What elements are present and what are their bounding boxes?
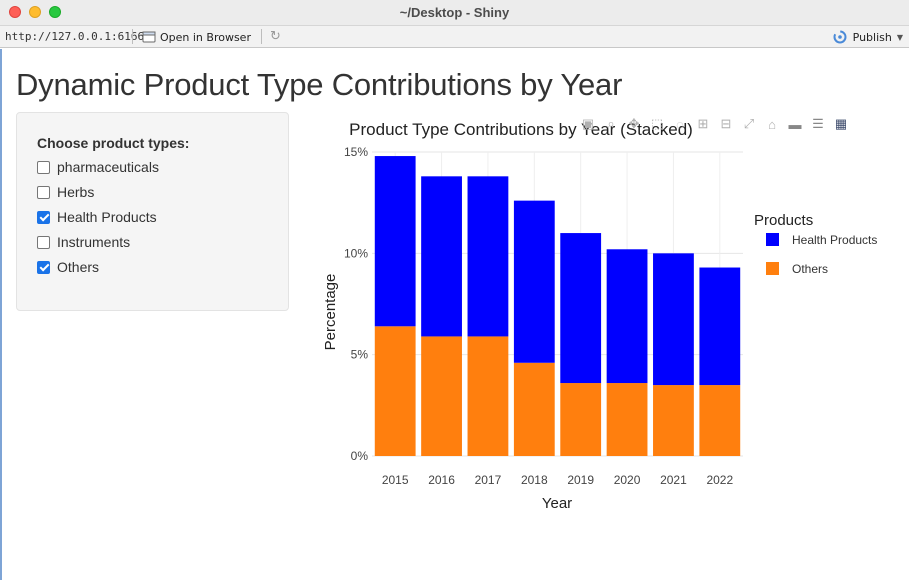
bar-others-2020[interactable]	[606, 383, 648, 456]
x-tick-label: 2018	[521, 473, 548, 487]
chevron-down-icon: ▼	[896, 32, 903, 42]
shiny-app-page: Dynamic Product Type Contributions by Ye…	[0, 49, 909, 580]
lasso-icon[interactable]: ◌	[676, 116, 684, 132]
publish-button[interactable]: Publish ▼	[832, 29, 903, 45]
x-axis-ticks: 2015 2016 2017 2018 2019 2020 2021 2022	[382, 473, 734, 487]
toolbar-divider	[261, 29, 262, 44]
bar-others-2015[interactable]	[374, 326, 416, 456]
bar-health-products-2017[interactable]	[467, 176, 509, 337]
viewer-toolbar: http://127.0.0.1:6166 Open in Browser ↻ …	[0, 26, 909, 48]
url-text[interactable]: http://127.0.0.1:6166	[5, 30, 145, 43]
bar-others-2018[interactable]	[513, 362, 555, 456]
bar-health-products-2015[interactable]	[374, 156, 416, 327]
bar-health-products-2020[interactable]	[606, 249, 648, 384]
x-tick-label: 2021	[660, 473, 687, 487]
x-axis-label: Year	[542, 495, 572, 512]
y-tick-label: 0%	[351, 449, 369, 463]
y-tick-label: 15%	[344, 145, 368, 159]
bar-others-2021[interactable]	[653, 385, 694, 456]
camera-icon[interactable]: ▣	[581, 116, 595, 131]
bar-health-products-2022[interactable]	[699, 267, 741, 386]
refresh-icon[interactable]: ↻	[270, 29, 281, 44]
bar-others-2017[interactable]	[467, 336, 509, 456]
x-tick-label: 2022	[706, 473, 733, 487]
bar-others-2022[interactable]	[699, 385, 741, 456]
checkbox[interactable]	[37, 260, 50, 274]
open-in-browser-label: Open in Browser	[160, 30, 251, 44]
legend-title: Products	[754, 212, 813, 229]
option-label: Instruments	[57, 234, 131, 250]
y-axis-ticks: 0% 5% 10% 15%	[344, 145, 368, 463]
checkbox[interactable]	[37, 210, 50, 224]
bar-health-products-2016[interactable]	[421, 176, 462, 337]
option-label: Health Products	[57, 209, 157, 225]
checkbox[interactable]	[37, 160, 50, 174]
zoom-out-icon[interactable]: ⊟	[720, 116, 732, 131]
option-label: Others	[57, 259, 100, 275]
page-title: Dynamic Product Type Contributions by Ye…	[16, 67, 623, 102]
checkbox[interactable]	[37, 185, 50, 199]
autoscale-icon[interactable]: ⤢	[743, 116, 755, 131]
y-tick-label: 5%	[351, 348, 369, 362]
bar-health-products-2019[interactable]	[560, 233, 602, 384]
product-types-label: Choose product types:	[37, 135, 190, 151]
legend-label[interactable]: Others	[792, 262, 828, 276]
legend-swatch-health-products[interactable]	[766, 233, 779, 246]
spike-lines-icon[interactable]: ▬	[788, 116, 802, 132]
option-herbs[interactable]: Herbs	[37, 184, 94, 200]
browser-window-icon	[142, 31, 156, 43]
legend-swatch-others[interactable]	[766, 262, 779, 275]
bar-health-products-2018[interactable]	[513, 200, 555, 363]
zoom-icon[interactable]: ⌕	[607, 116, 615, 131]
bar-health-products-2021[interactable]	[653, 253, 694, 386]
x-tick-label: 2015	[382, 473, 409, 487]
x-tick-label: 2020	[614, 473, 641, 487]
reset-axes-icon[interactable]: ⌂	[768, 116, 776, 132]
stacked-bar-chart: Product Type Contributions by Year (Stac…	[322, 120, 877, 512]
bar-others-2019[interactable]	[560, 383, 602, 456]
option-label: pharmaceuticals	[57, 159, 159, 175]
window-title: ~/Desktop - Shiny	[399, 5, 510, 20]
chart-bars	[374, 156, 741, 456]
bar-others-2016[interactable]	[421, 336, 462, 456]
zoom-in-icon[interactable]: ⊞	[697, 116, 709, 131]
y-tick-label: 10%	[344, 246, 368, 260]
legend-label[interactable]: Health Products	[792, 233, 877, 247]
publish-label: Publish	[852, 30, 892, 44]
compare-hover-icon[interactable]: ☰	[812, 116, 824, 131]
open-in-browser-button[interactable]: Open in Browser	[142, 29, 251, 45]
checkbox[interactable]	[37, 235, 50, 249]
plot-modebar: ▣ ⌕ ✥ ⬚ ◌ ⊞ ⊟ ⤢ ⌂ ▬ ☰ ▦	[580, 115, 849, 133]
maximize-window-button[interactable]	[49, 6, 61, 18]
box-select-icon[interactable]: ⬚	[650, 116, 664, 131]
title-bar: ~/Desktop - Shiny	[0, 0, 909, 26]
chart-legend: Products Health Products Others	[754, 212, 877, 276]
plotly-logo-icon[interactable]: ▦	[834, 116, 848, 131]
pan-icon[interactable]: ✥	[628, 116, 640, 131]
chart-title: Product Type Contributions by Year (Stac…	[349, 120, 693, 139]
sidebar-panel: Choose product types: pharmaceuticals He…	[16, 112, 289, 311]
close-window-button[interactable]	[9, 6, 21, 18]
option-others[interactable]: Others	[37, 259, 99, 275]
minimize-window-button[interactable]	[29, 6, 41, 18]
x-tick-label: 2016	[428, 473, 455, 487]
publish-icon	[833, 30, 847, 44]
x-tick-label: 2017	[475, 473, 502, 487]
x-tick-label: 2019	[567, 473, 594, 487]
toolbar-divider	[132, 29, 133, 44]
option-label: Herbs	[57, 184, 95, 200]
option-health-products[interactable]: Health Products	[37, 209, 157, 225]
option-instruments[interactable]: Instruments	[37, 234, 130, 250]
y-axis-label: Percentage	[322, 274, 339, 351]
option-pharmaceuticals[interactable]: pharmaceuticals	[37, 159, 159, 175]
